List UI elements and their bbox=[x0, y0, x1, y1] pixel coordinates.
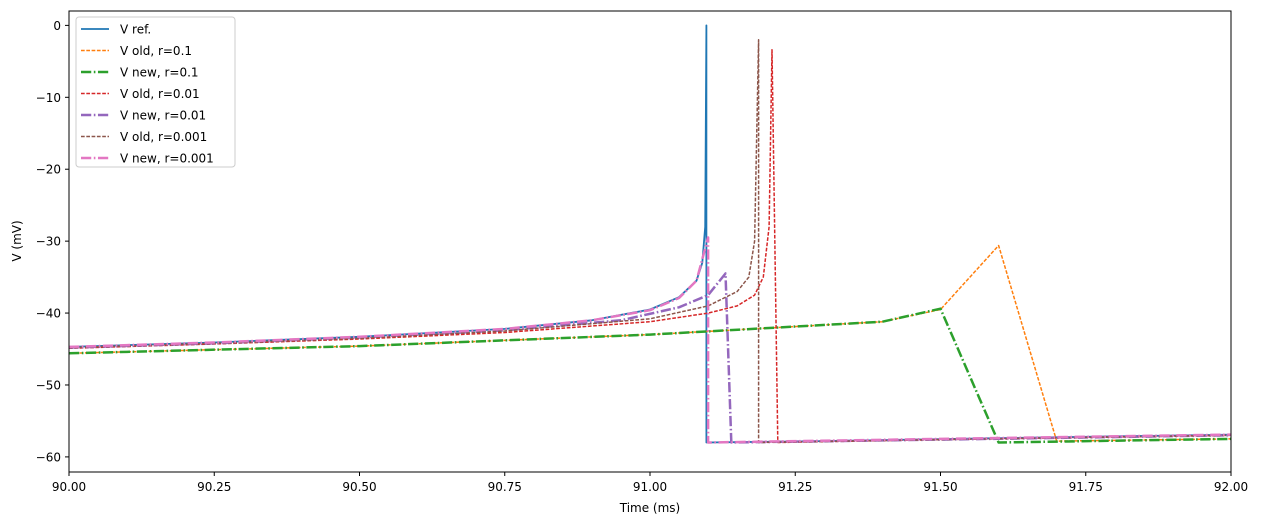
series-line-1 bbox=[69, 244, 1231, 442]
y-tick-label: −40 bbox=[36, 307, 61, 321]
legend: V ref. V old, r=0.1 V new, r=0.1 V old, r=0… bbox=[75, 16, 236, 168]
series-line-3 bbox=[69, 49, 1231, 444]
y-tick-label: −50 bbox=[36, 378, 61, 392]
legend-label: V new, r=0.01 bbox=[120, 109, 206, 123]
x-axis-label: Time (ms) bbox=[619, 501, 681, 515]
x-tick-label: 91.50 bbox=[923, 480, 957, 494]
legend-label: V new, r=0.001 bbox=[120, 152, 214, 166]
x-tick-label: 91.25 bbox=[778, 480, 812, 494]
x-axis-ticks: 90.00 90.25 90.50 90.75 91.00 91.25 91.50 91.75… bbox=[52, 472, 1248, 494]
y-axis-ticks: 0 −10 −20 −30 −40 −50 −60 bbox=[36, 19, 69, 464]
legend-label: V old, r=0.1 bbox=[120, 44, 192, 58]
y-tick-label: −60 bbox=[36, 450, 61, 464]
series-line-6 bbox=[69, 236, 1231, 444]
series-layer bbox=[69, 24, 1231, 444]
y-tick-label: −30 bbox=[36, 235, 61, 249]
x-tick-label: 91.00 bbox=[633, 480, 667, 494]
x-tick-label: 90.25 bbox=[197, 480, 231, 494]
legend-label: V old, r=0.001 bbox=[120, 130, 207, 144]
series-line-2 bbox=[69, 307, 1231, 444]
x-tick-label: 91.75 bbox=[1069, 480, 1103, 494]
legend-label: V new, r=0.1 bbox=[120, 66, 199, 80]
x-tick-label: 90.50 bbox=[342, 480, 376, 494]
y-tick-label: 0 bbox=[53, 19, 61, 33]
legend-box bbox=[75, 16, 236, 168]
legend-label: V old, r=0.01 bbox=[120, 87, 200, 101]
x-tick-label: 90.00 bbox=[52, 480, 86, 494]
y-tick-label: −10 bbox=[36, 91, 61, 105]
x-tick-label: 90.75 bbox=[488, 480, 522, 494]
x-tick-label: 92.00 bbox=[1214, 480, 1248, 494]
y-tick-label: −20 bbox=[36, 163, 61, 177]
legend-label: V ref. bbox=[120, 23, 151, 37]
y-axis-label: V (mV) bbox=[10, 220, 24, 261]
